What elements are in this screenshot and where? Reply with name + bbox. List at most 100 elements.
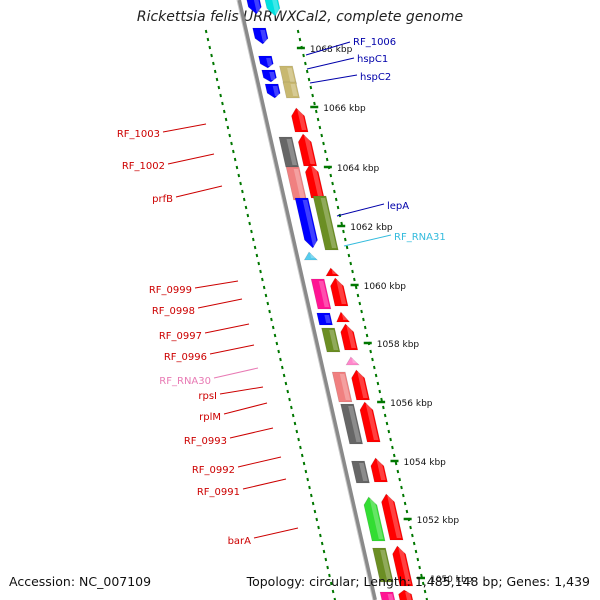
track-dot bbox=[421, 581, 425, 586]
track-dot bbox=[299, 445, 302, 450]
gene-arrow bbox=[310, 278, 332, 310]
track-dot bbox=[295, 429, 299, 434]
gene-arrow bbox=[340, 323, 359, 351]
gene-feature bbox=[381, 493, 404, 541]
track-dot bbox=[305, 69, 309, 74]
gene-arrow bbox=[297, 133, 318, 167]
leader-line bbox=[219, 386, 264, 395]
gene-label: RF_0996 bbox=[164, 352, 207, 363]
gene-label: rpsI bbox=[198, 391, 217, 402]
gene-shine bbox=[253, 0, 262, 12]
gene-shine bbox=[331, 270, 338, 274]
tick-label: 1050 kbp bbox=[430, 575, 473, 585]
leader-line bbox=[194, 280, 239, 289]
gene-arrow bbox=[263, 0, 281, 17]
track-dot bbox=[241, 189, 244, 194]
track-dot bbox=[309, 493, 313, 498]
length-label: Length: bbox=[363, 574, 411, 589]
gene-arrow bbox=[316, 312, 333, 326]
leader-line bbox=[209, 344, 255, 355]
leader-line bbox=[336, 203, 385, 217]
track-dot bbox=[353, 277, 356, 282]
track-dot bbox=[333, 189, 336, 194]
gene-arrow bbox=[392, 545, 414, 587]
track-dot bbox=[224, 117, 228, 122]
track-dot bbox=[277, 349, 280, 354]
gene-arrow bbox=[379, 591, 397, 600]
track-dot bbox=[244, 205, 248, 210]
backbone-highlight bbox=[236, 0, 374, 600]
track-dot bbox=[331, 589, 335, 594]
leader-line bbox=[167, 153, 215, 165]
track-dot bbox=[313, 509, 317, 514]
track-dot bbox=[347, 253, 351, 258]
leader-line bbox=[197, 298, 243, 309]
track-dot bbox=[242, 197, 246, 202]
genes-value: 1,439 bbox=[554, 574, 590, 589]
gene-shine bbox=[380, 550, 392, 580]
track-dot bbox=[320, 541, 324, 546]
track-dot bbox=[206, 37, 210, 42]
topology-label: Topology: bbox=[246, 574, 306, 589]
gene-label: rplM bbox=[199, 412, 221, 423]
track-dot bbox=[318, 125, 322, 130]
track-dot bbox=[246, 213, 250, 218]
gene-label: hspC2 bbox=[360, 72, 391, 83]
track-dot bbox=[251, 237, 255, 242]
track-dot bbox=[230, 141, 233, 146]
gene-arrow bbox=[351, 460, 370, 484]
gene-shine bbox=[359, 463, 368, 481]
gene-shine bbox=[318, 281, 330, 307]
gene-arrow bbox=[261, 69, 277, 83]
gene-feature bbox=[279, 65, 297, 85]
track-dot bbox=[374, 373, 378, 378]
gene-feature bbox=[312, 195, 339, 251]
gene-shine bbox=[365, 404, 379, 440]
gene-arrow bbox=[303, 251, 319, 261]
gene-arrow bbox=[258, 55, 274, 69]
gene-shine bbox=[387, 496, 402, 538]
track-dot bbox=[219, 93, 222, 98]
track-dot bbox=[387, 429, 391, 434]
track-dot bbox=[302, 53, 305, 58]
gene-arrow bbox=[294, 197, 318, 249]
track-dot bbox=[358, 301, 362, 306]
gene-arrow bbox=[252, 27, 269, 45]
track-dot bbox=[264, 293, 268, 298]
gene-shine bbox=[287, 68, 295, 82]
accession-info: Accession: NC_007109 bbox=[9, 574, 151, 589]
leader-line bbox=[162, 123, 207, 133]
gene-feature bbox=[303, 251, 319, 261]
track-dot bbox=[308, 485, 311, 490]
gene-feature bbox=[245, 0, 262, 15]
gene-arrow bbox=[331, 371, 353, 403]
gene-arrow bbox=[372, 547, 394, 583]
track-dot bbox=[293, 421, 297, 426]
track-dot bbox=[213, 69, 217, 74]
track-dot bbox=[409, 525, 412, 530]
leader-line bbox=[175, 185, 223, 198]
accession-value: NC_007109 bbox=[79, 574, 152, 589]
track-dot bbox=[382, 405, 385, 410]
gene-shine bbox=[310, 254, 316, 258]
gene-arrow bbox=[291, 107, 309, 133]
track-dot bbox=[418, 565, 421, 570]
track-dot bbox=[372, 365, 376, 370]
gene-label: RF_0992 bbox=[192, 465, 235, 476]
track-dot bbox=[262, 285, 266, 290]
track-dot bbox=[286, 389, 290, 394]
kbp-ticks: 1068 kbp 1066 kbp 1064 kbp 1062 kbp 1060 kbp… bbox=[296, 45, 473, 585]
gene-arrow bbox=[381, 493, 404, 541]
leader-line bbox=[306, 57, 355, 70]
gene-feature bbox=[331, 371, 353, 403]
gene-shine bbox=[324, 315, 331, 323]
track-dot bbox=[363, 325, 367, 330]
track-dot bbox=[412, 541, 416, 546]
track-dot bbox=[314, 109, 318, 114]
track-dot bbox=[259, 269, 262, 274]
gene-arrow bbox=[282, 81, 300, 99]
track-dot bbox=[380, 397, 383, 402]
track-dot bbox=[400, 485, 403, 490]
gene-shine bbox=[348, 406, 361, 442]
gene-shine bbox=[311, 166, 323, 196]
